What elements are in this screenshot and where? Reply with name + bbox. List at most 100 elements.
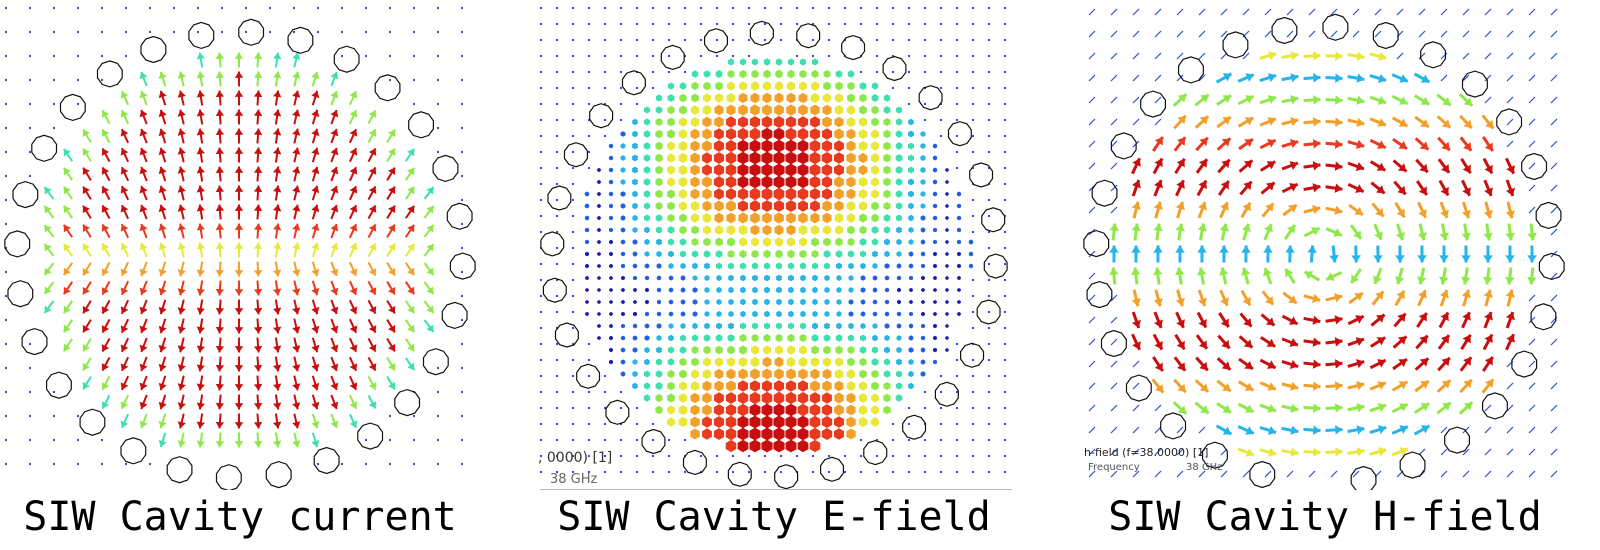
- grid-dot: [667, 470, 671, 474]
- field-cell: [727, 81, 735, 91]
- vector-arrow: [1239, 312, 1253, 328]
- grid-dot: [923, 70, 927, 74]
- grid-dot: [603, 134, 607, 138]
- field-cell: [749, 403, 761, 417]
- vector-arrow: [234, 337, 244, 353]
- vector-arrow: [1282, 291, 1298, 305]
- field-cell: [773, 151, 785, 165]
- vector-arrow: [1261, 290, 1275, 306]
- field-cell: [883, 177, 891, 187]
- field-cell: [632, 154, 638, 162]
- field-cell: [761, 139, 773, 153]
- field-cell: [871, 346, 879, 354]
- vector-arrow: [367, 147, 377, 163]
- field-cell: [860, 334, 866, 342]
- field-cell: [643, 394, 651, 402]
- hfield-dot: [1088, 426, 1096, 434]
- field-cell: [896, 311, 902, 317]
- vector-arrow: [1347, 403, 1365, 413]
- vector-arrow: [311, 375, 320, 391]
- field-cell: [871, 201, 879, 211]
- field-cell: [823, 345, 831, 355]
- field-cell: [644, 226, 650, 234]
- vector-arrow: [404, 357, 416, 371]
- vector-arrow: [348, 242, 358, 258]
- hfield-dot: [1264, 470, 1272, 478]
- field-cell: [785, 151, 797, 165]
- vector-arrow: [1303, 315, 1321, 325]
- vector-arrow: [120, 147, 130, 163]
- grid-dot: [955, 38, 959, 42]
- vector-arrow: [330, 166, 339, 182]
- vector-arrow: [1281, 403, 1299, 413]
- field-cell: [597, 215, 601, 221]
- grid-dot: [539, 358, 543, 362]
- vector-arrow: [273, 394, 282, 410]
- vector-arrow: [196, 204, 205, 220]
- grid-dot: [1003, 262, 1007, 266]
- via-circle-icon: [449, 252, 476, 280]
- grid-dot: [1003, 118, 1007, 122]
- via-circle-icon: [547, 185, 572, 211]
- via-circle-icon: [313, 446, 340, 475]
- grid-dot: [539, 230, 543, 234]
- grid-dot: [971, 230, 975, 234]
- grid-dot: [52, 438, 56, 442]
- vector-arrow: [62, 167, 74, 181]
- vector-arrow: [273, 204, 282, 220]
- field-cell: [871, 141, 879, 151]
- field-cell: [632, 323, 638, 329]
- grid-dot: [460, 270, 464, 274]
- field-cell: [957, 300, 961, 304]
- vector-arrow: [1175, 245, 1185, 263]
- field-cell: [690, 392, 700, 404]
- field-cell: [763, 333, 771, 343]
- hfield-dot: [1132, 404, 1140, 412]
- field-cell: [702, 380, 712, 392]
- field-cell: [872, 250, 878, 258]
- vector-arrow: [1505, 223, 1515, 241]
- grid-dot: [28, 390, 32, 394]
- grid-dot: [571, 38, 575, 42]
- via-circle-icon: [902, 414, 927, 440]
- grid-dot: [587, 38, 591, 42]
- vector-arrow: [1131, 201, 1141, 219]
- vector-arrow: [158, 356, 167, 372]
- vector-arrow: [1483, 223, 1493, 241]
- grid-dot: [52, 390, 56, 394]
- vector-arrow: [404, 319, 416, 333]
- vector-arrow: [292, 90, 301, 106]
- vector-arrow: [348, 166, 358, 182]
- vector-arrow: [367, 109, 377, 125]
- grid-dot: [388, 30, 392, 34]
- hfield-dot: [1484, 8, 1492, 16]
- vector-arrow: [1459, 378, 1473, 394]
- field-cell: [620, 167, 626, 173]
- grid-dot: [1003, 230, 1007, 234]
- hfield-dot: [1418, 52, 1426, 60]
- field-cell: [738, 224, 748, 236]
- field-cell: [921, 275, 925, 281]
- vector-arrow: [1260, 336, 1276, 348]
- vector-arrow: [348, 223, 358, 239]
- field-cell: [834, 105, 844, 115]
- grid-dot: [923, 102, 927, 106]
- field-cell: [933, 275, 937, 281]
- field-cell: [945, 348, 949, 352]
- field-cell: [632, 178, 638, 186]
- field-cell: [703, 345, 711, 355]
- grid-dot: [460, 294, 464, 298]
- field-cell: [763, 58, 771, 66]
- field-cell: [773, 116, 785, 128]
- grid-dot: [4, 342, 8, 346]
- hfield-dot: [1528, 404, 1536, 412]
- vector-arrow: [101, 356, 111, 372]
- vector-arrow: [196, 432, 205, 448]
- vector-arrow: [120, 185, 130, 201]
- vector-arrow: [404, 186, 416, 200]
- field-cell: [834, 152, 844, 164]
- grid-dot: [587, 374, 591, 378]
- field-cell: [609, 275, 613, 281]
- field-cell: [797, 392, 809, 404]
- grid-dot: [28, 150, 32, 154]
